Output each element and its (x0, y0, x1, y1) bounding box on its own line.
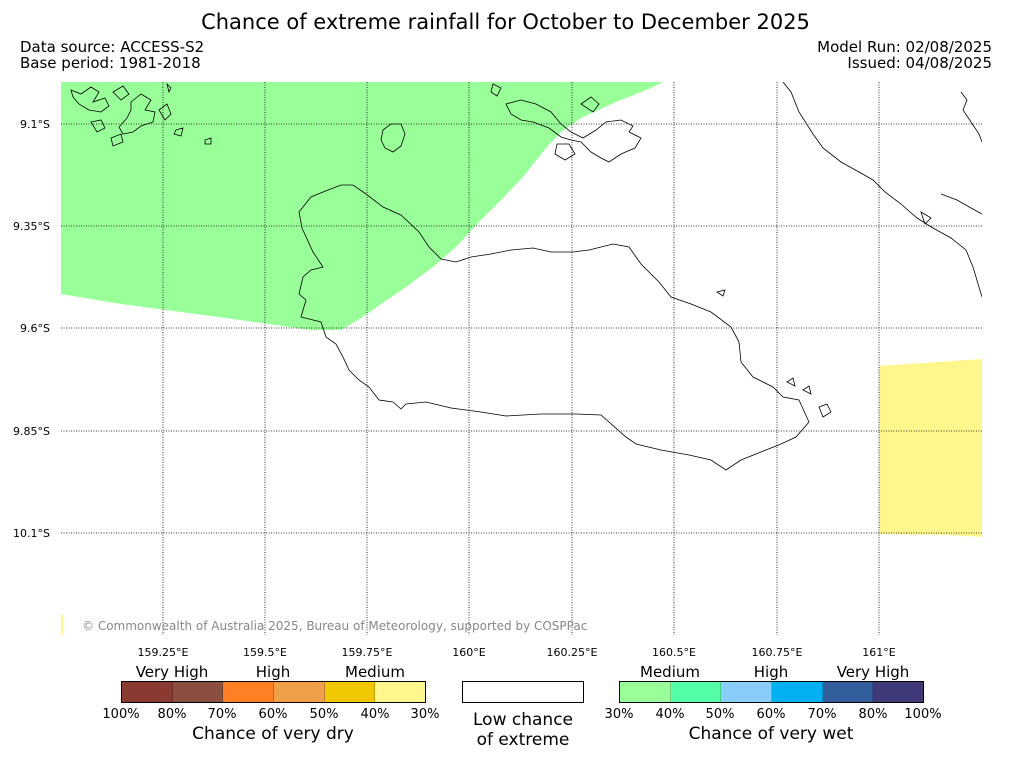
lon-label: 160.25°E (546, 646, 598, 659)
legend-wet-category: Medium (640, 663, 700, 681)
graticule (61, 82, 982, 635)
legend-wet-tick: 40% (655, 707, 685, 722)
coastline (70, 82, 982, 471)
island-malaita (782, 82, 982, 298)
legend-swatch (772, 682, 823, 702)
map-panel (61, 82, 982, 635)
island-florida (490, 83, 642, 163)
map-title: Chance of extreme rainfall for October t… (201, 10, 810, 34)
region-medium-wet (61, 82, 663, 330)
legend-swatch (670, 682, 722, 702)
lon-label: 160°E (452, 646, 486, 659)
legend-dry-category: Medium (345, 663, 405, 681)
legend-wet-title: Chance of very wet (688, 724, 854, 744)
legend-swatch (620, 682, 671, 702)
legend-swatch (721, 682, 773, 702)
lat-label: 9.1°S (20, 118, 50, 131)
legend-wet-category: High (753, 663, 789, 681)
region-medium-dry (879, 359, 982, 537)
model-run-label: Model Run: 02/08/2025 (817, 38, 992, 56)
island-russell (70, 82, 212, 147)
legend-dry-tick: 80% (157, 707, 187, 722)
copyright-notice: © Commonwealth of Australia 2025, Bureau… (82, 619, 588, 633)
legend-wet-colorbar (619, 681, 924, 703)
legend-dry-tick: 60% (258, 707, 288, 722)
map-canvas (61, 82, 982, 635)
lon-label: 159.5°E (243, 646, 287, 659)
legend-dry-tick: 50% (309, 707, 339, 722)
legend-dry-tick: 40% (360, 707, 390, 722)
legend-dry-category: Very High (135, 663, 209, 681)
legend-wet-tick: 50% (705, 707, 735, 722)
legend-swatch (172, 682, 224, 702)
legend-dry-category: High (255, 663, 291, 681)
legend-low-swatch (462, 681, 584, 703)
lon-label: 160.75°E (751, 646, 803, 659)
lat-label: 9.35°S (13, 220, 50, 233)
base-period-label: Base period: 1981-2018 (20, 54, 201, 72)
legend-low-line2: of extreme (476, 730, 570, 750)
lon-label: 161°E (862, 646, 896, 659)
legend-swatch (873, 682, 924, 702)
legend-dry-tick: 70% (207, 707, 237, 722)
legend-wet-tick: 60% (756, 707, 786, 722)
lat-label: 9.6°S (20, 322, 50, 335)
legend-wet-tick: 30% (604, 707, 634, 722)
legend-dry-tick: 100% (102, 707, 140, 722)
lat-label: 9.85°S (13, 425, 50, 438)
legend-swatch (122, 682, 173, 702)
legend-wet-tick: 80% (858, 707, 888, 722)
legend-wet-tick: 100% (904, 707, 942, 722)
data-source-label: Data source: ACCESS-S2 (20, 38, 205, 56)
islet-coast (716, 289, 726, 297)
legend-dry-title: Chance of very dry (192, 724, 354, 744)
legend-dry-colorbar (121, 681, 426, 703)
legend-low-line1: Low chance (473, 710, 573, 730)
legend-wet-tick: 70% (807, 707, 837, 722)
legend-wet-category: Very High (836, 663, 910, 681)
legend-swatch (274, 682, 325, 702)
lat-label: 10.1°S (13, 527, 50, 540)
legend-swatch (324, 682, 376, 702)
legend-swatch (223, 682, 275, 702)
island-savo (380, 123, 406, 153)
legend-swatch (375, 682, 426, 702)
legend-dry-tick: 30% (410, 707, 440, 722)
islet-east (786, 377, 832, 418)
legend-swatch (822, 682, 874, 702)
lon-label: 159.75°E (341, 646, 393, 659)
lon-label: 159.25°E (137, 646, 189, 659)
issued-date-label: Issued: 04/08/2025 (847, 54, 992, 72)
island-guadalcanal (298, 184, 810, 471)
lon-label: 160.5°E (652, 646, 696, 659)
legend-low-label: Low chance of extreme (443, 710, 603, 750)
